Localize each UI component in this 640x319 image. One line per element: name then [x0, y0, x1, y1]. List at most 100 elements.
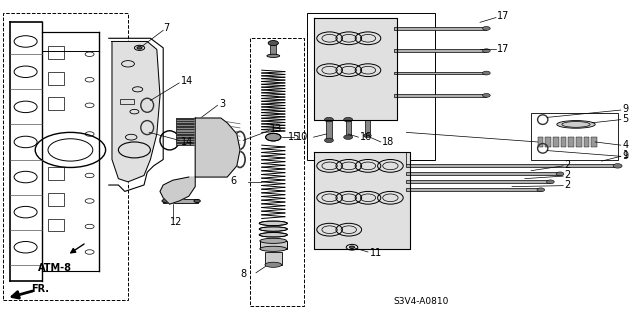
Bar — [260, 241, 287, 249]
Bar — [176, 121, 198, 122]
Circle shape — [344, 135, 353, 139]
Bar — [265, 252, 282, 265]
Bar — [394, 94, 486, 97]
Text: 9: 9 — [622, 151, 628, 161]
Bar — [176, 126, 198, 128]
Text: 5: 5 — [622, 114, 628, 124]
Bar — [346, 120, 351, 137]
Bar — [406, 164, 618, 167]
Ellipse shape — [259, 221, 287, 226]
Bar — [176, 140, 198, 141]
Text: 9: 9 — [622, 104, 628, 114]
Bar — [176, 123, 198, 125]
Bar — [584, 137, 589, 147]
Bar — [176, 142, 198, 144]
Text: 6: 6 — [230, 176, 237, 186]
Polygon shape — [314, 152, 410, 249]
Text: 14: 14 — [180, 76, 193, 86]
Circle shape — [324, 117, 333, 122]
Bar — [394, 27, 486, 30]
Bar — [307, 13, 435, 160]
Text: 18: 18 — [382, 137, 394, 147]
Ellipse shape — [259, 227, 287, 231]
Ellipse shape — [259, 233, 287, 237]
Circle shape — [547, 180, 554, 184]
Bar — [270, 43, 276, 56]
Polygon shape — [160, 177, 195, 204]
Circle shape — [483, 71, 490, 75]
Bar — [176, 132, 198, 133]
Ellipse shape — [268, 41, 278, 46]
Bar — [553, 137, 559, 147]
Circle shape — [344, 117, 353, 122]
Text: 11: 11 — [370, 248, 382, 258]
Text: 16: 16 — [360, 132, 372, 142]
Text: 14: 14 — [180, 137, 193, 147]
Bar — [365, 120, 370, 136]
Bar — [531, 113, 618, 160]
Circle shape — [483, 26, 490, 30]
Text: 2: 2 — [564, 170, 571, 181]
Bar — [406, 188, 541, 191]
Text: FR.: FR. — [31, 284, 49, 294]
Text: 2: 2 — [564, 180, 571, 190]
Bar — [568, 137, 574, 147]
Ellipse shape — [162, 199, 168, 203]
Bar — [176, 129, 198, 130]
Bar — [538, 137, 543, 147]
Circle shape — [483, 49, 490, 53]
Polygon shape — [112, 41, 160, 182]
Text: S3V4-A0810: S3V4-A0810 — [394, 297, 449, 306]
Bar — [163, 199, 198, 203]
Circle shape — [556, 172, 564, 176]
Text: 3: 3 — [219, 99, 225, 109]
Text: 17: 17 — [497, 11, 509, 21]
Text: 15: 15 — [289, 132, 301, 142]
Text: 4: 4 — [622, 140, 628, 150]
Bar — [561, 137, 566, 147]
Bar — [394, 49, 486, 52]
Circle shape — [349, 246, 355, 249]
Circle shape — [483, 93, 490, 97]
Polygon shape — [314, 18, 397, 120]
Bar — [42, 32, 99, 51]
Ellipse shape — [260, 246, 287, 251]
Ellipse shape — [260, 238, 287, 243]
Bar — [591, 137, 597, 147]
Bar — [48, 72, 64, 85]
Text: ATM-8: ATM-8 — [38, 263, 72, 273]
Bar — [545, 137, 551, 147]
Bar — [176, 118, 198, 120]
Bar — [48, 97, 64, 110]
Circle shape — [266, 133, 281, 141]
Bar — [48, 219, 64, 231]
Circle shape — [537, 188, 545, 192]
Bar — [48, 193, 64, 206]
Circle shape — [613, 164, 622, 168]
Bar — [326, 120, 332, 140]
Circle shape — [324, 138, 333, 143]
Ellipse shape — [194, 199, 200, 203]
Ellipse shape — [267, 54, 280, 57]
Bar — [48, 46, 64, 59]
Text: 2: 2 — [564, 160, 571, 170]
Text: 1: 1 — [623, 150, 629, 160]
Bar — [3, 13, 128, 300]
Text: 10: 10 — [296, 131, 308, 142]
Ellipse shape — [557, 121, 595, 128]
Bar — [48, 167, 64, 180]
Bar — [176, 137, 198, 138]
Text: 17: 17 — [497, 44, 509, 55]
Bar — [176, 134, 198, 136]
Text: 8: 8 — [240, 269, 246, 279]
Circle shape — [137, 47, 142, 49]
Bar — [406, 172, 560, 175]
Polygon shape — [195, 118, 240, 177]
Bar — [250, 38, 304, 306]
Bar — [120, 99, 134, 104]
Circle shape — [364, 134, 371, 137]
Text: 7: 7 — [163, 23, 170, 33]
Bar — [394, 72, 486, 74]
Bar — [576, 137, 582, 147]
Bar — [406, 180, 550, 183]
